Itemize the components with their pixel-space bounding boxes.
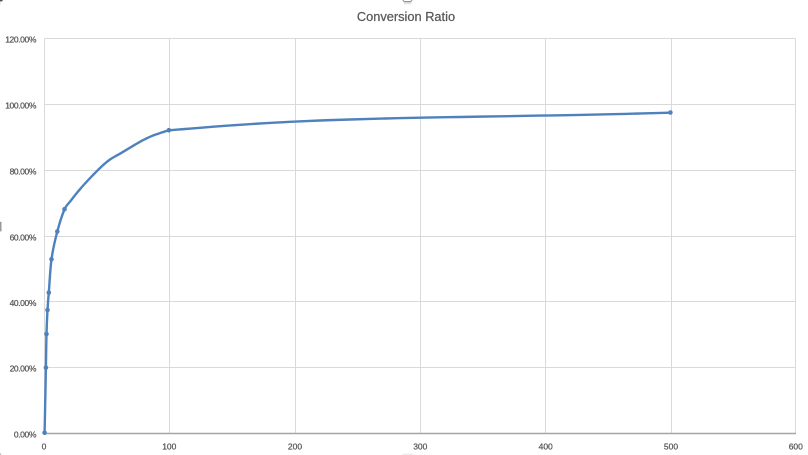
svg-text:0: 0 bbox=[42, 442, 47, 452]
svg-text:60.00%: 60.00% bbox=[10, 233, 37, 243]
svg-text:20.00%: 20.00% bbox=[10, 364, 37, 374]
svg-text:600: 600 bbox=[789, 442, 803, 452]
svg-text:80.00%: 80.00% bbox=[10, 167, 37, 177]
svg-text:Conversion Ratio: Conversion Ratio bbox=[357, 9, 455, 24]
svg-text:200: 200 bbox=[288, 442, 302, 452]
svg-text:500: 500 bbox=[664, 442, 678, 452]
svg-text:100.00%: 100.00% bbox=[5, 101, 37, 111]
svg-text:100: 100 bbox=[162, 442, 176, 452]
svg-text:120.00%: 120.00% bbox=[5, 35, 37, 45]
svg-text:400: 400 bbox=[539, 442, 553, 452]
svg-text:0.00%: 0.00% bbox=[14, 430, 37, 440]
svg-text:300: 300 bbox=[413, 442, 427, 452]
svg-text:40.00%: 40.00% bbox=[10, 298, 37, 308]
